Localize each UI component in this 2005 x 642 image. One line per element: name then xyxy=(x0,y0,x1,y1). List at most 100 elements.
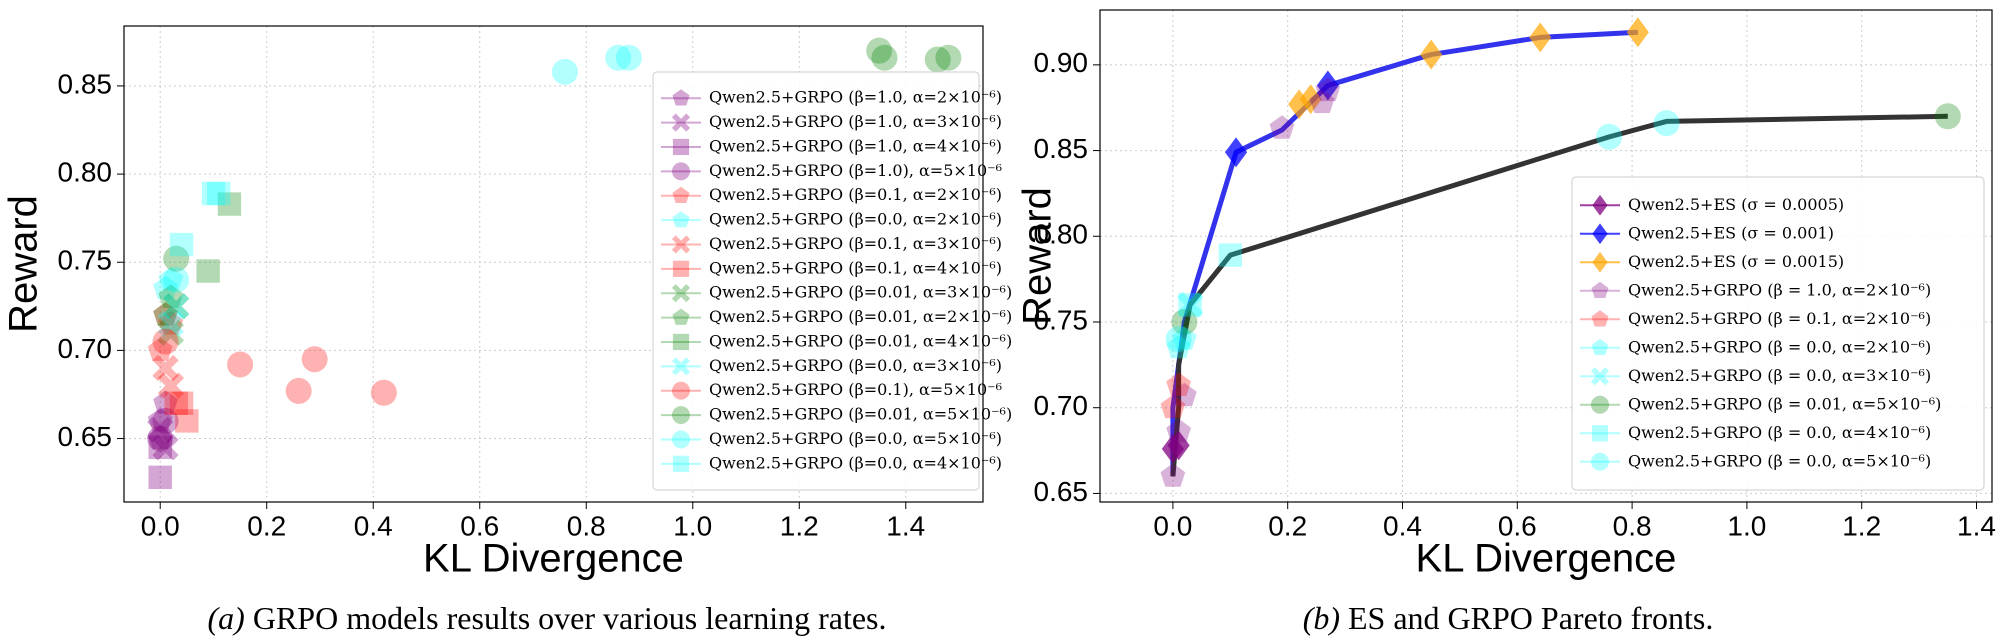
marker xyxy=(147,407,173,432)
legend-label: Qwen2.5+GRPO (β=1.0, α=2×10⁻⁶) xyxy=(709,88,1002,107)
plot-frame xyxy=(1099,9,1993,503)
y-axis-label: Reward xyxy=(2,195,46,333)
marker xyxy=(1160,463,1186,487)
x-tick-label: 0.4 xyxy=(1383,510,1422,541)
marker xyxy=(153,275,178,300)
marker xyxy=(147,337,173,361)
legend-label: Qwen2.5+GRPO (β=0.0, α=5×10⁻⁶) xyxy=(709,429,1002,448)
marker xyxy=(207,181,231,206)
caption-label: (b) xyxy=(1303,600,1340,636)
legend-marker xyxy=(672,89,690,106)
y-tick-label: 0.90 xyxy=(1034,47,1089,78)
legend-marker xyxy=(1591,425,1609,442)
plot-frame xyxy=(123,25,984,503)
legend-marker xyxy=(672,138,690,156)
legend-label: Qwen2.5+GRPO (β=0.01, α=3×10⁻⁶) xyxy=(709,283,1012,302)
y-tick-label: 0.80 xyxy=(1034,219,1089,250)
marker xyxy=(152,407,179,434)
marker xyxy=(1165,326,1192,353)
marker xyxy=(1596,123,1623,150)
marker xyxy=(169,232,194,257)
y-axis-label: Reward xyxy=(1016,187,1060,325)
marker xyxy=(1316,70,1339,101)
legend-marker xyxy=(1591,281,1609,299)
legend-marker xyxy=(672,186,690,203)
marker xyxy=(924,46,951,73)
x-tick-label: 1.0 xyxy=(1727,510,1766,541)
x-axis-label: KL Divergence xyxy=(1416,537,1677,581)
legend-label: Qwen2.5+GRPO (β=0.01, α=4×10⁻⁶) xyxy=(709,331,1012,350)
legend-label: Qwen2.5+GRPO (β = 0.0, α=4×10⁻⁶) xyxy=(1628,423,1931,442)
legend-marker xyxy=(1591,452,1609,471)
legend-marker xyxy=(1591,338,1609,356)
marker xyxy=(147,425,174,452)
legend-marker xyxy=(672,406,690,425)
marker xyxy=(147,416,174,443)
marker xyxy=(1171,309,1198,335)
marker xyxy=(169,391,194,415)
marker xyxy=(152,328,179,355)
marker xyxy=(148,465,172,490)
marker xyxy=(370,379,397,406)
legend-marker xyxy=(671,357,691,376)
marker xyxy=(301,346,328,373)
marker xyxy=(1315,77,1341,102)
x-tick-label: 0.8 xyxy=(567,510,606,541)
caption-space xyxy=(245,600,253,636)
legend-label: Qwen2.5+GRPO (β=0.1, α=2×10⁻⁶) xyxy=(709,185,1002,204)
marker xyxy=(163,245,190,272)
marker xyxy=(163,293,190,320)
marker xyxy=(1299,84,1322,115)
marker xyxy=(1626,17,1649,48)
x-tick-label: 0.2 xyxy=(1268,510,1307,541)
marker xyxy=(158,310,184,335)
legend-label: Qwen2.5+GRPO (β = 0.0, α=3×10⁻⁶) xyxy=(1628,366,1931,385)
marker xyxy=(164,391,188,415)
caption-label: (a) xyxy=(208,600,245,636)
caption-space xyxy=(1340,600,1348,636)
marker xyxy=(1269,115,1295,139)
y-tick-label: 0.75 xyxy=(58,245,113,276)
x-tick-label: 0.6 xyxy=(460,510,499,541)
caption: (b) ES and GRPO Pareto fronts. xyxy=(1303,600,1714,636)
marker xyxy=(163,266,190,293)
marker xyxy=(1176,291,1204,319)
marker xyxy=(935,44,962,71)
legend-label: Qwen2.5+GRPO (β=0.1), α=5×10⁻⁶ xyxy=(709,380,1002,399)
marker xyxy=(1160,394,1186,419)
y-tick-label: 0.85 xyxy=(1034,133,1089,164)
y-tick-label: 0.80 xyxy=(58,156,113,187)
x-axis-label: KL Divergence xyxy=(423,537,684,581)
marker xyxy=(1166,418,1192,443)
legend-box xyxy=(652,71,980,491)
legend-marker xyxy=(672,455,690,472)
legend-label: Qwen2.5+GRPO (β=0.1, α=3×10⁻⁶) xyxy=(709,234,1002,253)
legend-label: Qwen2.5+GRPO (β=0.01, α=5×10⁻⁶) xyxy=(709,405,1012,424)
x-tick-label: 0.2 xyxy=(247,510,286,541)
marker xyxy=(157,319,185,346)
marker xyxy=(866,37,893,64)
legend-label: Qwen2.5+GRPO (β=0.1, α=4×10⁻⁶) xyxy=(709,258,1002,277)
legend-marker xyxy=(672,162,690,181)
marker xyxy=(157,372,185,399)
x-tick-label: 0.6 xyxy=(1498,510,1537,541)
legend-label: Qwen2.5+GRPO (β=0.0, α=4×10⁻⁶) xyxy=(709,453,1002,472)
legend-marker xyxy=(672,308,690,325)
marker xyxy=(1167,430,1190,461)
legend-label: Qwen2.5+ES (σ = 0.001) xyxy=(1628,223,1834,242)
legend-label: Qwen2.5+GRPO (β = 0.1, α=2×10⁻⁶) xyxy=(1628,309,1931,328)
legend-marker xyxy=(672,430,690,449)
y-tick-label: 0.65 xyxy=(1034,476,1089,507)
y-tick-label: 0.65 xyxy=(58,421,113,452)
marker xyxy=(158,266,184,291)
y-tick-label: 0.70 xyxy=(1034,390,1089,421)
marker xyxy=(551,58,578,85)
x-tick-label: 1.2 xyxy=(1842,510,1881,541)
legend-label: Qwen2.5+GRPO (β=0.0, α=2×10⁻⁶) xyxy=(709,210,1002,229)
legend-label: Qwen2.5+ES (σ = 0.0005) xyxy=(1628,195,1844,214)
marker xyxy=(153,302,178,326)
legend-marker xyxy=(1590,367,1610,386)
legend-marker xyxy=(1592,223,1608,245)
x-tick-label: 0.4 xyxy=(354,510,393,541)
legend-marker xyxy=(672,381,690,400)
